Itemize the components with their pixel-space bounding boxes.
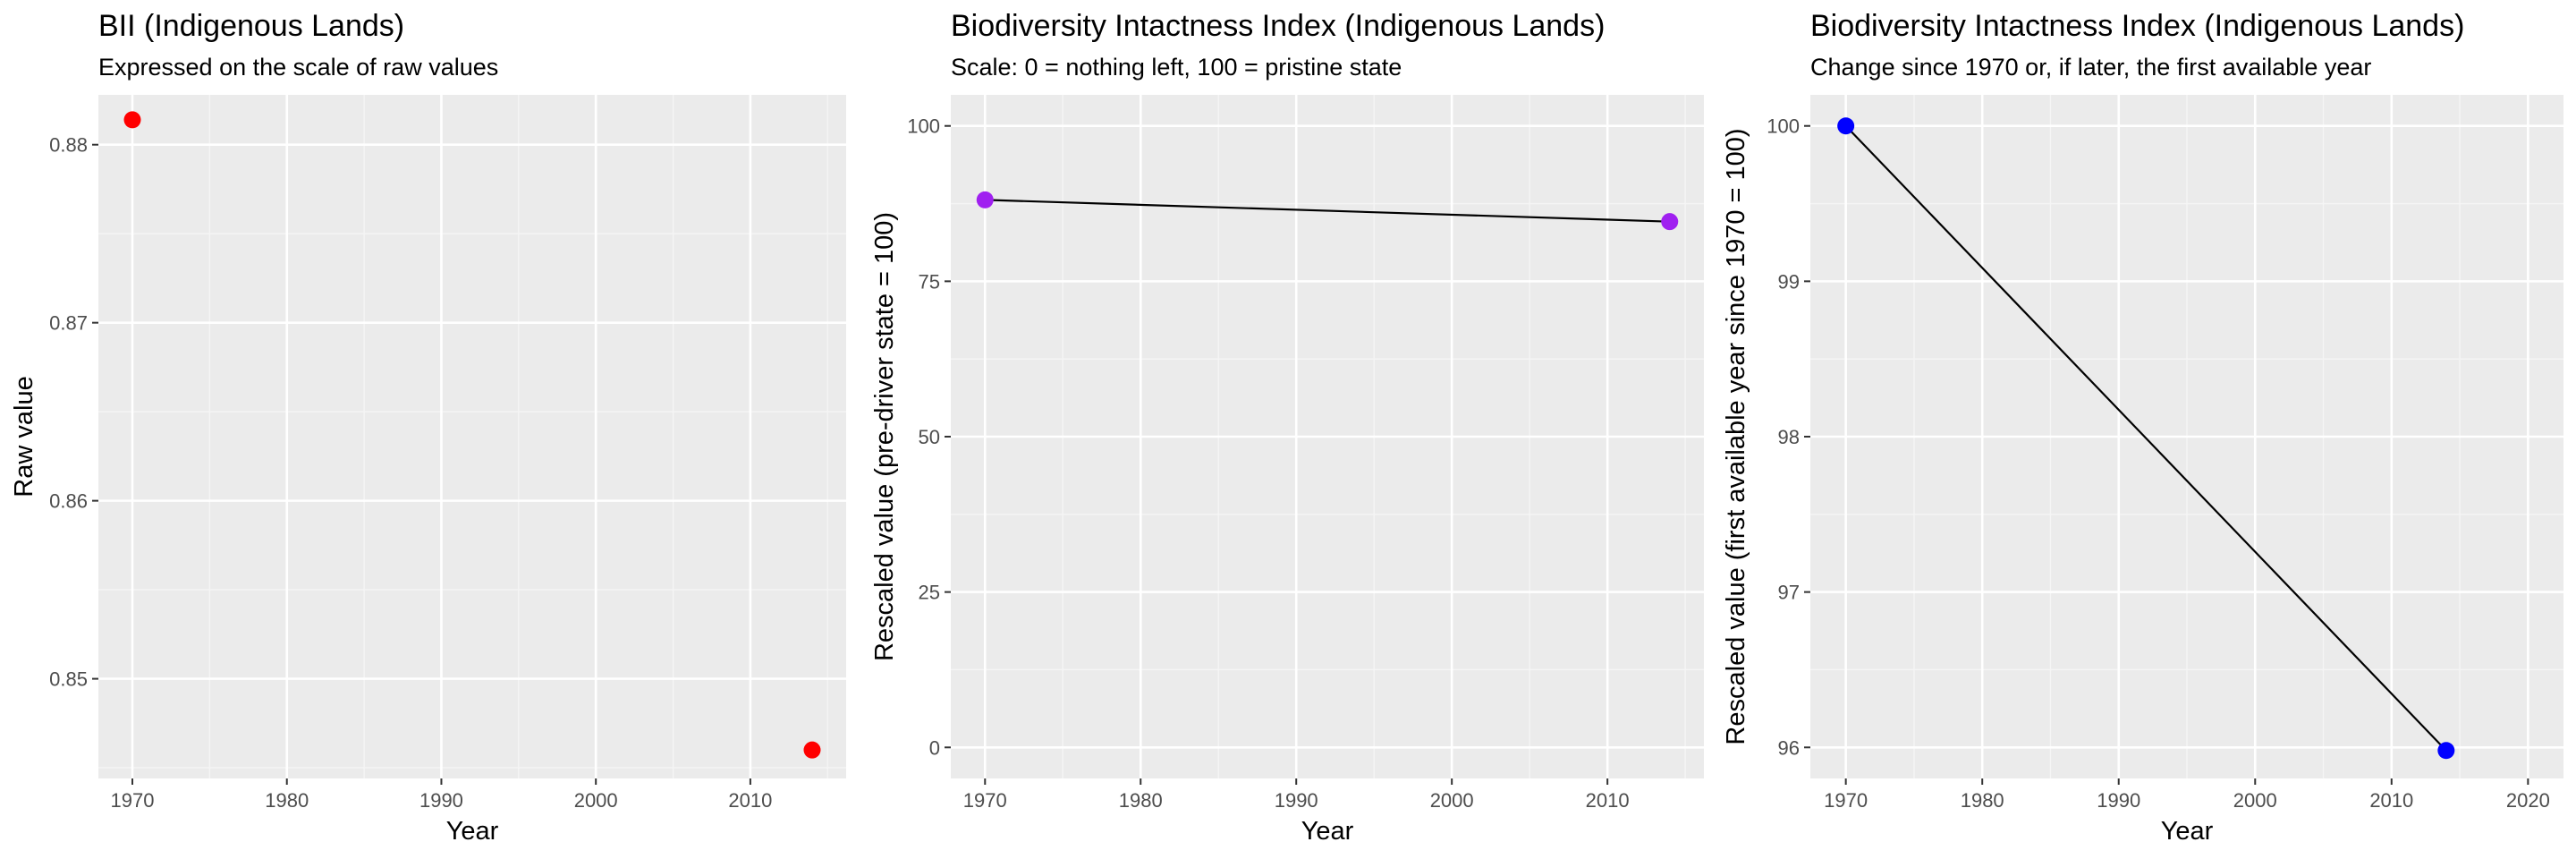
chart-2-title: Biodiversity Intactness Index (Indigenou… — [951, 9, 1605, 43]
chart-3-title: Biodiversity Intactness Index (Indigenou… — [1810, 9, 2464, 43]
x-tick-label: 1970 — [963, 789, 1007, 812]
data-point — [123, 111, 141, 129]
chart-1-x-axis-label: Year — [446, 817, 499, 846]
x-tick-label: 2010 — [728, 789, 772, 812]
data-point — [2437, 742, 2455, 760]
chart-2-x-axis-label: Year — [1301, 817, 1354, 846]
x-tick-label: 1980 — [1119, 789, 1163, 812]
chart-3-subtitle: Change since 1970 or, if later, the firs… — [1810, 54, 2371, 81]
chart-panel-2: Biodiversity Intactness Index (Indigenou… — [870, 9, 1704, 846]
y-tick-label: 99 — [1778, 270, 1800, 293]
y-tick-label: 50 — [919, 426, 940, 448]
chart-1-gridlines — [98, 95, 846, 778]
y-tick-label: 0.86 — [49, 490, 88, 513]
chart-2-points — [976, 191, 1679, 231]
x-tick-label: 2010 — [1586, 789, 1630, 812]
chart-3-series-line — [1844, 124, 2447, 752]
series-line — [985, 199, 1670, 223]
x-tick-label: 2000 — [2233, 789, 2277, 812]
chart-1-points — [123, 111, 821, 759]
data-point — [803, 741, 821, 759]
x-tick-label: 1970 — [1824, 789, 1868, 812]
x-tick-label: 1990 — [2097, 789, 2140, 812]
chart-1-plot-area — [98, 95, 846, 778]
x-tick-label: 2020 — [2506, 789, 2550, 812]
y-tick-label: 0 — [929, 736, 940, 759]
chart-1-y-axis-label: Raw value — [10, 376, 38, 497]
chart-panel-1: BII (Indigenous Lands) Expressed on the … — [10, 9, 846, 846]
y-tick-label: 100 — [907, 115, 940, 138]
y-tick-label: 75 — [919, 270, 940, 293]
chart-3-x-axis-label: Year — [2161, 817, 2214, 846]
chart-3-y-ticks: 96 97 98 99 100 — [1767, 115, 1810, 759]
series-line — [1844, 124, 2447, 752]
y-tick-label: 97 — [1778, 582, 1800, 604]
chart-panel-3: Biodiversity Intactness Index (Indigenou… — [1722, 9, 2563, 846]
y-tick-label: 96 — [1778, 736, 1800, 759]
x-tick-label: 2010 — [2369, 789, 2413, 812]
x-tick-label: 2000 — [574, 789, 618, 812]
y-tick-label: 98 — [1778, 426, 1800, 448]
chart-2-series-line — [985, 199, 1670, 223]
chart-1-y-ticks: 0.85 0.86 0.87 0.88 — [49, 134, 98, 691]
chart-1-title: BII (Indigenous Lands) — [98, 9, 404, 43]
x-tick-label: 2000 — [1430, 789, 1474, 812]
chart-2-subtitle: Scale: 0 = nothing left, 100 = pristine … — [951, 54, 1402, 81]
chart-2-x-ticks: 1970 1980 1990 2000 2010 — [963, 778, 1630, 812]
x-tick-label: 1990 — [1275, 789, 1318, 812]
chart-3-x-ticks: 1970 1980 1990 2000 2010 2020 — [1824, 778, 2550, 812]
data-point — [976, 191, 994, 208]
data-point — [1661, 213, 1679, 231]
y-tick-label: 0.87 — [49, 312, 88, 335]
x-tick-label: 1980 — [1961, 789, 2004, 812]
chart-1-subtitle: Expressed on the scale of raw values — [98, 54, 498, 81]
chart-2-y-ticks: 0 25 50 75 100 — [907, 115, 951, 759]
y-tick-label: 0.85 — [49, 668, 88, 691]
chart-3-gridlines — [1810, 95, 2563, 778]
chart-2-y-axis-label: Rescaled value (pre-driver state = 100) — [870, 212, 899, 661]
chart-3-points — [1837, 117, 2455, 760]
y-tick-label: 0.88 — [49, 134, 88, 157]
chart-3-y-axis-label: Rescaled value (first available year sin… — [1722, 128, 1750, 744]
x-tick-label: 1970 — [111, 789, 155, 812]
x-tick-label: 1980 — [265, 789, 309, 812]
y-tick-label: 100 — [1767, 115, 1800, 138]
data-point — [1837, 117, 1855, 135]
y-tick-label: 25 — [919, 582, 940, 604]
chart-1-x-ticks: 1970 1980 1990 2000 2010 — [111, 778, 772, 812]
x-tick-label: 1990 — [419, 789, 463, 812]
